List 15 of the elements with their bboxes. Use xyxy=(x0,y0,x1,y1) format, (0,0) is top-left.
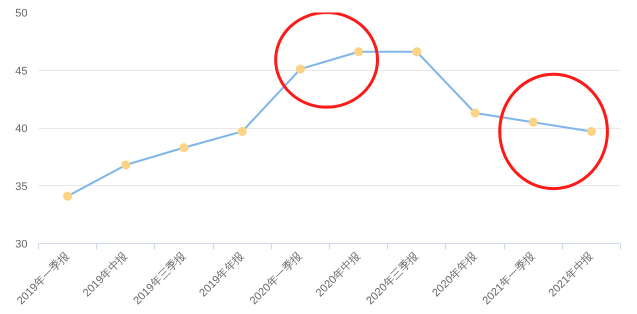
point xyxy=(180,143,188,152)
y-tick-label: 50 xyxy=(15,8,28,20)
y-tick-label: 35 xyxy=(15,180,28,193)
y-tick-label: 45 xyxy=(15,65,28,78)
point xyxy=(586,126,596,136)
point xyxy=(63,192,72,201)
point xyxy=(354,47,364,56)
point xyxy=(238,126,247,136)
y-tick-label: 40 xyxy=(15,123,28,135)
point xyxy=(121,160,130,170)
point xyxy=(412,47,422,56)
point xyxy=(296,64,305,74)
point xyxy=(528,118,538,127)
point xyxy=(470,108,480,118)
y-tick-label: 30 xyxy=(15,238,28,250)
